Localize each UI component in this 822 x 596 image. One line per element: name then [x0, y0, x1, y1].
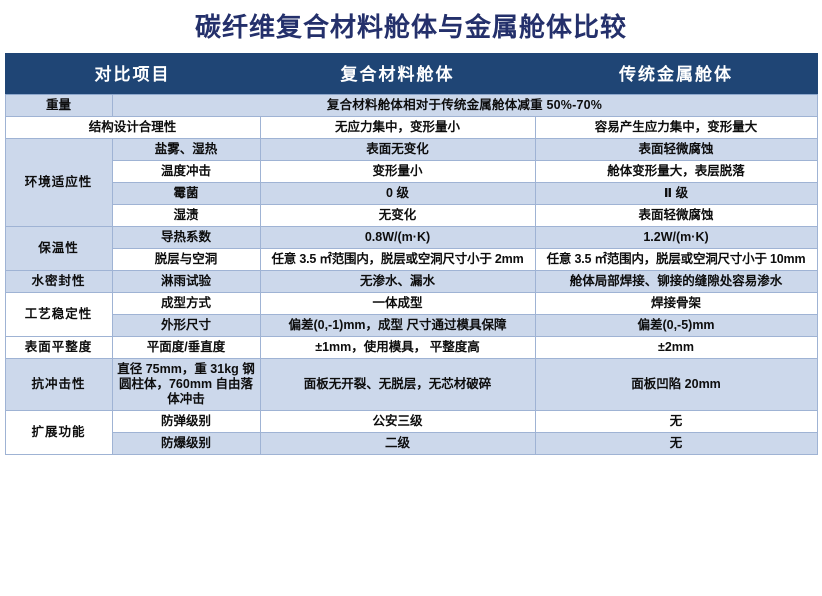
row-metal-value: ±2mm — [534, 336, 818, 359]
page-title: 碳纤维复合材料舱体与金属舱体比较 — [194, 12, 627, 42]
row-group-label: 扩展功能 — [4, 410, 113, 455]
table-row: 环境适应性 盐雾、湿热 表面无变化 表面轻微腐蚀 — [4, 138, 818, 227]
row-group-label: 保温性 — [4, 226, 113, 271]
table-row: 表面平整度 平面度/垂直度 ±1mm，使用模具， 平整度高 ±2mm — [4, 336, 818, 359]
row-composite-value: 二级 — [259, 432, 536, 455]
header-row: 对比项目 复合材料舱体 传统金属舱体 — [4, 53, 818, 95]
row-item-label: 重量 — [4, 94, 113, 117]
column-header-metal: 传统金属舱体 — [534, 53, 818, 95]
row-metal-value: 表面轻微腐蚀 — [534, 204, 818, 227]
table-row: 重量 复合材料舱体相对于传统金属舱体减重 50%-70% — [4, 94, 818, 117]
table-row: 保温性 导热系数 0.8W/(m·K) 1.2W/(m·K) — [4, 226, 818, 271]
row-composite-value: 无变化 — [259, 204, 536, 227]
row-merged-value: 复合材料舱体相对于传统金属舱体减重 50%-70% — [111, 94, 818, 117]
row-sub-label: 淋雨试验 — [111, 270, 261, 293]
row-sub-label: 防弹级别 — [111, 410, 261, 433]
row-group-label: 水密封性 — [4, 270, 113, 293]
row-sub-label: 平面度/垂直度 — [111, 336, 261, 359]
row-sub-label: 温度冲击 — [111, 160, 261, 183]
column-header-composite: 复合材料舱体 — [259, 53, 536, 95]
row-composite-value: ±1mm，使用模具， 平整度高 — [259, 336, 536, 359]
row-sub-label: 湿渍 — [111, 204, 261, 227]
row-metal-value: 面板凹陷 20mm — [534, 358, 818, 411]
row-metal-value: 任意 3.5 ㎡范围内，脱层或空洞尺寸小于 10mm — [534, 248, 818, 271]
row-composite-value: 偏差(0,-1)mm，成型 尺寸通过模具保障 — [259, 314, 536, 337]
row-sub-label: 霉菌 — [111, 182, 261, 205]
row-metal-value: 无 — [534, 410, 818, 433]
table-row: 防爆级别 二级无 — [5, 432, 818, 455]
row-group-label: 抗冲击性 — [4, 358, 113, 411]
row-composite-value: 0.8W/(m·K) — [259, 226, 536, 249]
table-row: 脱层与空洞 任意 3.5 ㎡范围内，脱层或空洞尺寸小于 2mm 任意 3.5 ㎡范围… — [5, 248, 818, 271]
table-row: 温度冲击 变形量小 舱体变形量大，表层脱落 — [5, 160, 818, 183]
table-body: 重量 复合材料舱体相对于传统金属舱体减重 50%-70% 结构设计合理性 无应力集中，… — [4, 94, 818, 455]
row-composite-value: 无应力集中，变形量小 — [259, 116, 536, 139]
row-sub-label: 直径 75mm，重 31kg 钢圆柱体，760mm 自由落体冲击 — [111, 358, 261, 411]
row-metal-value: Ⅱ 级 — [534, 182, 818, 205]
table-header: 对比项目 复合材料舱体 传统金属舱体 — [4, 53, 818, 95]
row-group-label: 环境适应性 — [4, 138, 113, 227]
row-metal-value: 舱体变形量大，表层脱落 — [534, 160, 818, 183]
row-sub-label: 脱层与空洞 — [111, 248, 261, 271]
row-composite-value: 公安三级 — [259, 410, 536, 433]
table-row: 结构设计合理性 无应力集中，变形量小 容易产生应力集中，变形量大 — [4, 116, 818, 139]
comparison-table: 对比项目 复合材料舱体 传统金属舱体 重量 复合材料舱体相对于传统金属舱体减重 5… — [4, 53, 818, 455]
row-sub-label: 外形尺寸 — [111, 314, 261, 337]
row-metal-value: 1.2W/(m·K) — [534, 226, 818, 249]
table-row: 水密封性 淋雨试验 无渗水、漏水 舱体局部焊接、铆接的缝隙处容易渗水 — [4, 270, 818, 293]
row-metal-value: 偏差(0,-5)mm — [534, 314, 818, 337]
row-metal-value: 舱体局部焊接、铆接的缝隙处容易渗水 — [534, 270, 818, 293]
table-row: 抗冲击性 直径 75mm，重 31kg 钢圆柱体，760mm 自由落体冲击 面板无开… — [4, 358, 818, 411]
row-group-label: 表面平整度 — [4, 336, 113, 359]
row-metal-value: 容易产生应力集中，变形量大 — [534, 116, 818, 139]
row-sub-label: 导热系数 — [111, 226, 261, 249]
row-composite-value: 表面无变化 — [259, 138, 536, 161]
row-metal-value: 表面轻微腐蚀 — [534, 138, 818, 161]
table-row: 外形尺寸 偏差(0,-1)mm，成型 尺寸通过模具保障 偏差(0,-5)mm — [5, 314, 818, 337]
row-metal-value: 焊接骨架 — [534, 292, 818, 315]
row-composite-value: 任意 3.5 ㎡范围内，脱层或空洞尺寸小于 2mm — [259, 248, 536, 271]
row-group-label: 工艺稳定性 — [4, 292, 113, 337]
row-composite-value: 无渗水、漏水 — [259, 270, 536, 293]
column-header-item: 对比项目 — [4, 53, 261, 95]
row-composite-value: 变形量小 — [259, 160, 536, 183]
row-composite-value: 一体成型 — [259, 292, 536, 315]
row-sub-label: 防爆级别 — [111, 432, 261, 455]
row-composite-value: 0 级 — [259, 182, 536, 205]
row-metal-value: 无 — [534, 432, 818, 455]
row-composite-value: 面板无开裂、无脱层，无芯材破碎 — [259, 358, 536, 411]
row-item-label: 结构设计合理性 — [4, 116, 261, 139]
table-row: 湿渍 无变化 表面轻微腐蚀 — [5, 204, 818, 227]
table-row: 扩展功能 防弹级别 公安三级无 — [4, 410, 818, 455]
table-row: 工艺稳定性 成型方式 一体成型 焊接骨架 — [4, 292, 818, 337]
row-sub-label: 成型方式 — [111, 292, 261, 315]
row-sub-label: 盐雾、湿热 — [111, 138, 261, 161]
